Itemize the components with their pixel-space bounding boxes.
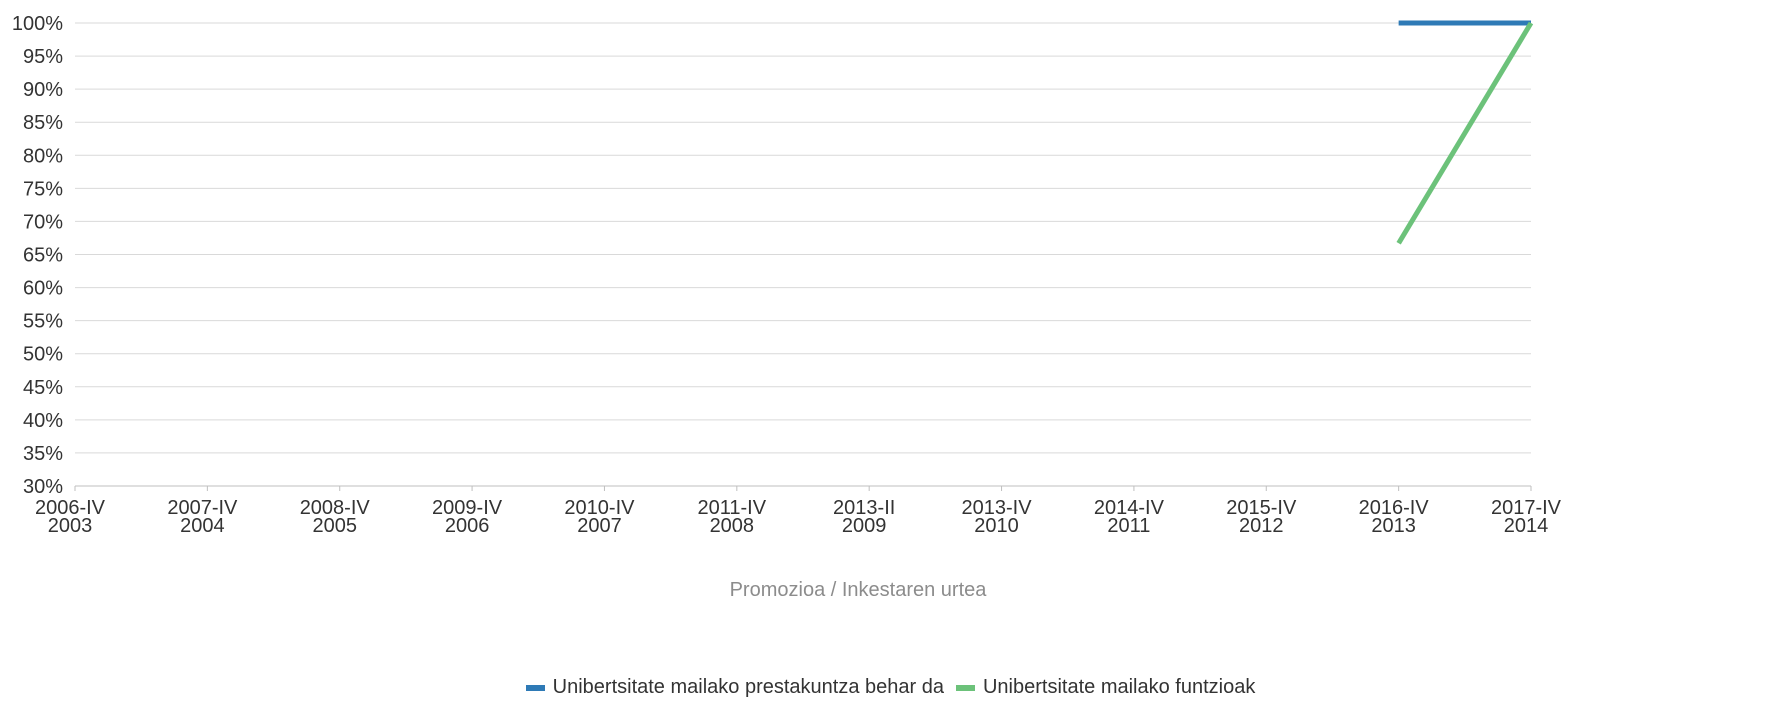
x-tick-label: 2016-IV 2013 (1359, 497, 1430, 537)
series-line-2 (1396, 21, 1534, 245)
x-tick-label: 2011-IV 2008 (698, 497, 767, 537)
x-tick-label: 2008-IV 2005 (300, 497, 371, 537)
legend-label-1: Unibertsitate mailako prestakuntza behar… (552, 676, 944, 698)
x-tick-label: 2006-IV 2003 (35, 497, 106, 537)
legend-item-1[interactable]: Unibertsitate mailako prestakuntza behar… (525, 676, 944, 699)
y-tick-label: 30% (23, 476, 63, 498)
y-tick-label: 85% (23, 112, 63, 134)
y-tick-label: 45% (23, 377, 63, 399)
legend: Unibertsitate mailako prestakuntza behar… (0, 676, 1781, 699)
x-tick-label: 2015-IV 2012 (1226, 497, 1297, 537)
legend-swatch-2 (955, 684, 975, 691)
y-tick-label: 55% (23, 311, 63, 333)
y-tick-label: 70% (23, 211, 63, 233)
legend-swatch-1 (525, 684, 545, 691)
y-tick-label: 35% (23, 443, 63, 465)
y-tick-label: 50% (23, 344, 63, 366)
y-tick-label: 80% (23, 145, 63, 167)
x-axis-ticks: 2006-IV 2003 2007-IV 2004 2008-IV 2005 2009-IV… (35, 486, 1562, 537)
y-tick-label: 90% (23, 79, 63, 101)
y-tick-label: 40% (23, 410, 63, 432)
y-tick-label: 100% (12, 13, 63, 35)
x-axis-title: Promozioa / Inkestaren urtea (730, 579, 988, 601)
x-tick-label: 2014-IV 2011 (1094, 497, 1165, 537)
y-tick-label: 95% (23, 46, 63, 68)
x-tick-label: 2013-IV 2010 (962, 497, 1033, 537)
legend-label-2: Unibertsitate mailako funtzioak (982, 676, 1256, 698)
x-tick-label: 2009-IV 2006 (432, 497, 503, 537)
x-tick-label: 2007-IV 2004 (167, 497, 238, 537)
legend-item-2[interactable]: Unibertsitate mailako funtzioak (955, 676, 1256, 699)
x-tick-label: 2017-IV 2014 (1491, 497, 1562, 537)
x-tick-label: 2013-II 2009 (833, 497, 895, 537)
line-chart: 30% 35% 40% 45% 50% 55% 60% 65% 70% 75% 80% 85% 90% 9… (12, 13, 1562, 601)
y-tick-label: 60% (23, 278, 63, 300)
series-lines (1396, 20, 1534, 245)
y-tick-label: 65% (23, 245, 63, 267)
y-axis-ticks: 30% 35% 40% 45% 50% 55% 60% 65% 70% 75% 80% 85% 90% 9… (12, 13, 63, 498)
x-tick-label: 2010-IV 2007 (564, 497, 635, 537)
y-tick-label: 75% (23, 178, 63, 200)
gridlines (75, 22, 1531, 454)
